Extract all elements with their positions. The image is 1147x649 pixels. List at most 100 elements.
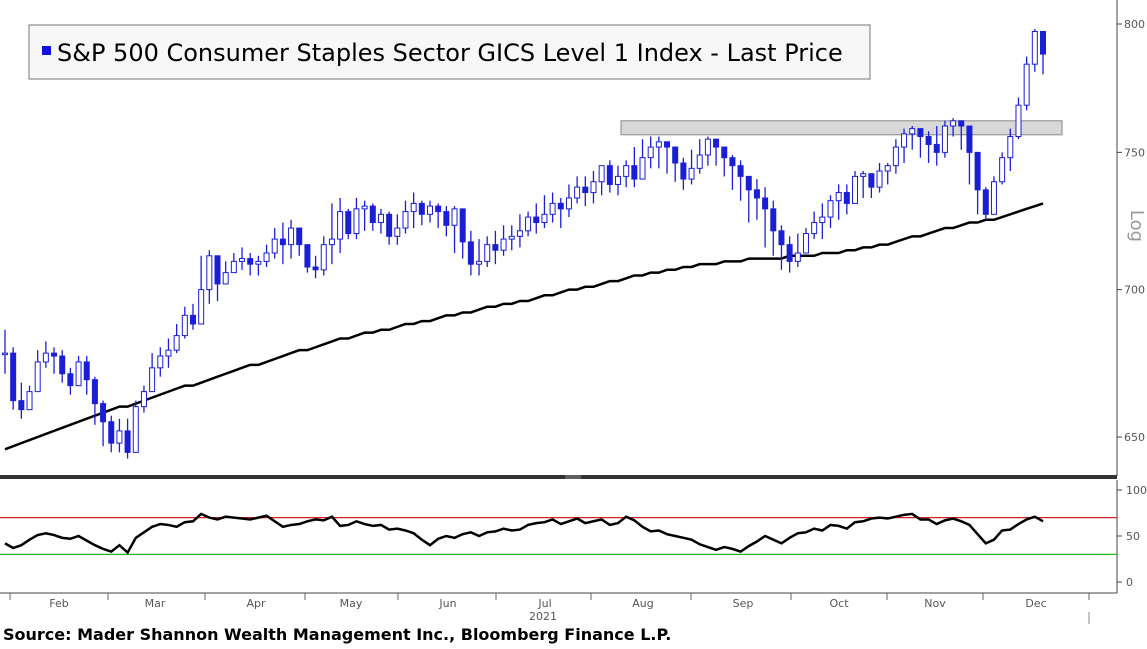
price-y-tick-label: 650 xyxy=(1124,431,1145,444)
candle-body xyxy=(418,202,425,215)
candle-body xyxy=(451,208,458,226)
candle-body xyxy=(369,205,376,224)
rsi-y-tick-label: 0 xyxy=(1126,576,1133,589)
candle-body xyxy=(835,192,842,202)
candle-body xyxy=(852,175,859,204)
candle-body xyxy=(1031,30,1038,65)
candle-body xyxy=(860,173,867,177)
candle-body xyxy=(149,367,156,393)
candle-body xyxy=(42,352,49,363)
candle-body xyxy=(598,165,605,183)
candle-body xyxy=(402,211,409,229)
candle-body xyxy=(614,175,621,185)
candle-body xyxy=(222,272,229,285)
candle-body xyxy=(312,266,319,271)
candle-body xyxy=(230,260,237,274)
candle-body xyxy=(2,352,8,356)
candle-body xyxy=(819,216,826,224)
candle-body xyxy=(753,189,760,199)
candle-body xyxy=(345,211,352,235)
candle-body xyxy=(443,211,450,226)
chart-title: S&P 500 Consumer Staples Sector GICS Lev… xyxy=(57,39,843,67)
candle-body xyxy=(541,213,548,224)
candle-body xyxy=(508,235,515,240)
candle-body xyxy=(909,128,916,135)
x-month-label: Oct xyxy=(829,597,849,610)
candle-body xyxy=(10,352,17,402)
candle-body xyxy=(279,238,286,246)
candle-body xyxy=(59,355,66,375)
y-scale-label: Log xyxy=(1126,210,1147,242)
panel-divider[interactable] xyxy=(0,475,1117,479)
x-month-label: Apr xyxy=(246,597,266,610)
candle-body xyxy=(533,216,540,224)
candle-body xyxy=(884,165,891,172)
candle-body xyxy=(704,138,711,156)
candle-body xyxy=(876,170,883,188)
candle-body xyxy=(271,238,278,254)
candle-body xyxy=(999,157,1006,183)
candle-body xyxy=(958,120,965,127)
candle-body xyxy=(516,230,523,237)
rsi-line xyxy=(4,512,1044,555)
candle-body xyxy=(574,186,581,199)
candle-body xyxy=(296,227,303,246)
candle-body xyxy=(427,205,434,215)
x-ticks-group: Feb Mar Apr May Jun Jul Aug Sep Oct Nov Dec xyxy=(9,593,1090,610)
candle-body xyxy=(966,125,973,153)
candle-body xyxy=(459,208,466,243)
candle-body xyxy=(696,154,703,169)
candle-body xyxy=(745,175,752,191)
candle-body xyxy=(713,138,720,148)
candle-body xyxy=(100,403,107,423)
x-month-label: Nov xyxy=(924,597,946,610)
x-month-label: Sep xyxy=(733,597,754,610)
price-y-ticks-group: 650 700 750 800 xyxy=(1117,18,1145,444)
candle-body xyxy=(214,255,221,285)
candle-body xyxy=(925,136,932,145)
candle-body xyxy=(950,120,957,127)
candle-body xyxy=(688,167,695,180)
candle-body xyxy=(394,227,401,237)
candle-body xyxy=(557,202,564,210)
candle-body xyxy=(467,241,474,265)
title-box xyxy=(28,24,871,80)
candle-body xyxy=(189,314,196,325)
candle-body xyxy=(67,373,74,387)
title-series-marker xyxy=(42,46,51,55)
candle-body xyxy=(353,208,360,235)
candle-body xyxy=(827,200,834,218)
candle-body xyxy=(239,258,246,262)
x-month-label: Mar xyxy=(145,597,166,610)
candle-body xyxy=(386,213,393,237)
candle-body xyxy=(1023,63,1030,106)
moving-average-group xyxy=(4,202,1044,451)
candle-body xyxy=(737,165,744,177)
candle-body xyxy=(982,189,989,215)
source-caption: Source: Mader Shannon Wealth Management … xyxy=(3,625,672,644)
candle-body xyxy=(631,165,638,180)
candle-body xyxy=(26,391,33,411)
candle-body xyxy=(843,192,850,204)
candle-body xyxy=(672,146,679,164)
candle-body xyxy=(590,181,597,194)
x-month-label: May xyxy=(340,597,363,610)
x-year-label: 2021 xyxy=(529,610,557,623)
moving-average-line xyxy=(4,202,1044,451)
price-y-tick-label: 700 xyxy=(1124,284,1145,297)
candle-body xyxy=(476,260,483,265)
candle-body xyxy=(680,162,687,180)
candle-body xyxy=(639,157,646,180)
candle-body xyxy=(721,146,728,159)
price-y-tick-label: 800 xyxy=(1124,18,1145,31)
candle-body xyxy=(794,252,801,262)
candle-body xyxy=(729,157,736,167)
candle-body xyxy=(304,244,311,268)
candle-body xyxy=(18,400,25,411)
candle-body xyxy=(525,216,532,232)
candle-body xyxy=(492,244,499,251)
candle-body xyxy=(664,141,671,148)
resistance-band xyxy=(620,120,1063,136)
candle-body xyxy=(974,151,981,191)
candle-body xyxy=(157,355,164,369)
